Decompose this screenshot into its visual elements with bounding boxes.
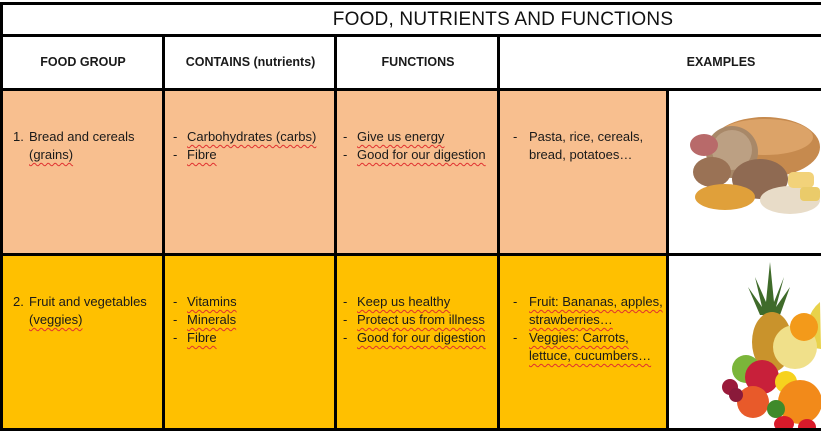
list-item: - Carbohydrates (carbs) — [173, 129, 317, 144]
list-item: - Fibre — [173, 330, 217, 345]
header-examples-label: EXAMPLES — [686, 55, 756, 69]
border-left — [0, 2, 3, 431]
row-2-group-line2: (veggies) — [29, 312, 83, 327]
header-food-group-label: FOOD GROUP — [40, 55, 126, 69]
fruit-and-vegetables-image — [722, 262, 821, 429]
header-examples: EXAMPLES — [501, 36, 821, 88]
list-item: - Pasta, rice, cereals, bread, potatoes… — [513, 129, 644, 162]
row-1-nutrients: - Carbohydrates (carbs) - Fibre — [166, 91, 335, 164]
list-item: - Vitamins — [173, 294, 237, 309]
list-item: - Fruit: Bananas, apples, strawberries… — [513, 294, 663, 327]
header-food-group: FOOD GROUP — [3, 36, 163, 88]
header-functions-label: FUNCTIONS — [381, 55, 455, 69]
list-item: - Veggies: Carrots, lettuce, cucumbers… — [513, 330, 652, 363]
column-divider-1 — [162, 34, 165, 431]
bread-and-grains-image — [690, 117, 820, 214]
row-1-group-line1: Bread and cereals — [29, 129, 135, 144]
border-header-bottom — [0, 88, 821, 91]
row-1-examples: - Pasta, rice, cereals, bread, potatoes… — [501, 91, 667, 164]
row-2-examples: - Fruit: Bananas, apples, strawberries… -… — [501, 256, 667, 365]
row-2-background — [0, 255, 667, 430]
row-1-group-line2: (grains) — [29, 147, 74, 162]
row-2-food-group: 2. Fruit and vegetables (veggies) — [3, 256, 163, 329]
column-divider-3 — [497, 34, 500, 431]
row-2-functions: - Keep us healthy - Protect us from illnes… — [338, 256, 498, 347]
page-title: FOOD, NUTRIENTS AND FUNCTIONS — [332, 9, 674, 30]
list-item: - Good for our digestion — [343, 330, 486, 345]
row-1-background — [0, 90, 667, 255]
list-item: - Give us energy — [343, 129, 445, 144]
header-contains: CONTAINS (nutrients) — [166, 36, 335, 88]
list-item: - Fibre — [173, 147, 217, 162]
row-1-number: 1. — [13, 129, 24, 144]
border-bottom — [0, 428, 821, 431]
row-2-number: 2. — [13, 294, 24, 309]
row-2-image-cell — [670, 257, 821, 429]
border-top — [0, 2, 821, 5]
row-1-image-cell — [670, 92, 821, 254]
column-divider-2 — [334, 34, 337, 431]
row-2-nutrients: - Vitamins - Minerals - Fibre — [166, 256, 335, 347]
list-item: - Keep us healthy — [343, 294, 451, 309]
row-2-group-line1: Fruit and vegetables — [29, 294, 147, 309]
list-item: - Minerals — [173, 312, 237, 327]
row-1-functions: - Give us energy - Good for our digestion — [338, 91, 498, 164]
list-item: - Protect us from illness — [343, 312, 485, 327]
list-item: - Good for our digestion — [343, 147, 486, 162]
row-1-food-group: 1. Bread and cereals (grains) — [3, 91, 163, 164]
header-contains-label: CONTAINS (nutrients) — [185, 55, 316, 69]
border-row-1-bottom — [0, 253, 821, 256]
column-divider-4 — [666, 88, 669, 431]
border-title-bottom — [0, 34, 821, 37]
header-functions: FUNCTIONS — [338, 36, 498, 88]
